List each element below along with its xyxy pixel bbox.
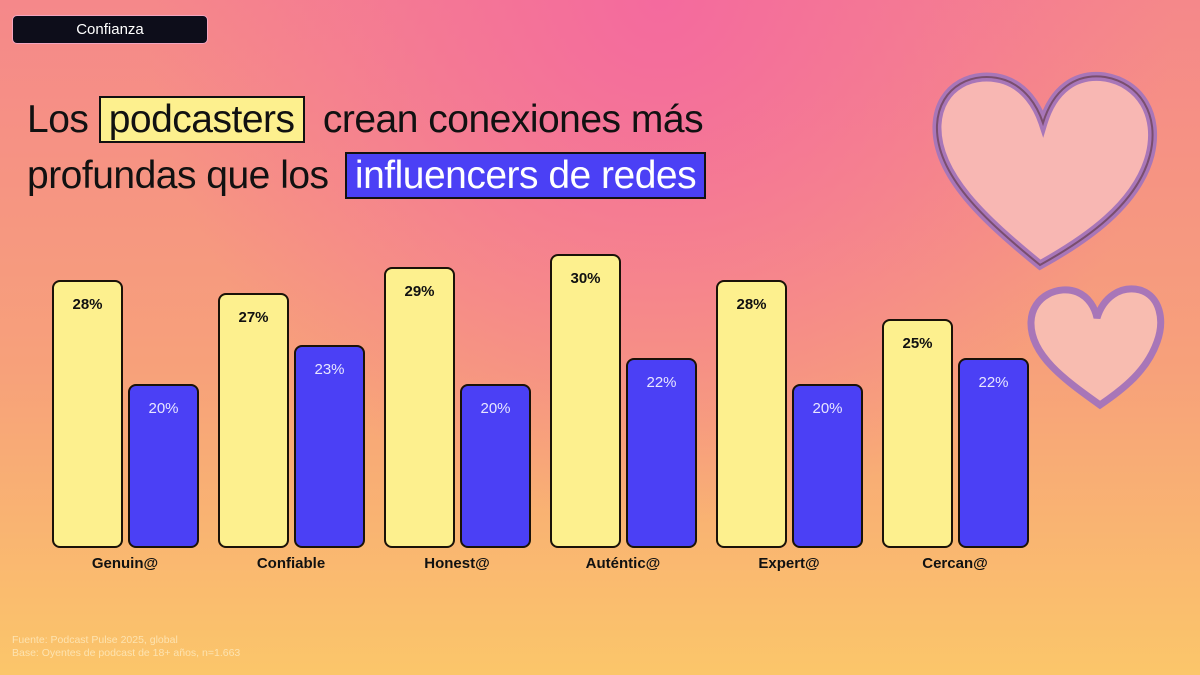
bar-podcasters [882,319,953,548]
source-note: Fuente: Podcast Pulse 2025, global [12,634,178,646]
data-label: 20% [148,400,178,417]
data-label: 25% [902,335,932,352]
data-label: 27% [238,309,268,326]
bar-podcasters [384,267,455,548]
category-badge: Confianza [12,15,208,44]
heart-icon [932,71,1158,271]
bar-influencers-de-redes [626,358,697,548]
bar-influencers-de-redes [460,384,531,548]
data-label: 28% [736,296,766,313]
highlight-influencers: influencers de redes [344,152,707,199]
data-label: 30% [570,270,600,287]
title-text: Los [27,98,89,141]
bar-podcasters [716,280,787,548]
highlight-podcasters: podcasters [98,96,305,143]
title-text: crean conexiones más [322,98,704,141]
footer: Fuente: Podcast Pulse 2025, global Base:… [12,634,240,660]
data-label: 22% [978,374,1008,391]
bar-influencers-de-redes [128,384,199,548]
data-label: 28% [72,296,102,313]
category-label: Auténtic@ [586,555,661,572]
category-label: Honest@ [424,555,489,572]
page-title: Los podcasters crean conexiones más prof… [27,92,707,204]
data-label: 20% [480,400,510,417]
title-text: profundas que los [27,154,329,197]
bar-influencers-de-redes [958,358,1029,548]
bar-podcasters [218,293,289,548]
data-label: 20% [812,400,842,417]
bar-influencers-de-redes [792,384,863,548]
bar-podcasters [550,254,621,548]
data-label: 22% [646,374,676,391]
data-label: 23% [314,361,344,378]
bar-influencers-de-redes [294,345,365,548]
data-label: 29% [404,283,434,300]
category-label: Genuin@ [92,555,158,572]
category-label: Expert@ [758,555,819,572]
heart-icon [1027,285,1165,410]
bar-podcasters [52,280,123,548]
category-label: Cercan@ [922,555,988,572]
category-label: Confiable [257,555,325,572]
base-note: Base: Oyentes de podcast de 18+ años, n=… [12,647,241,659]
